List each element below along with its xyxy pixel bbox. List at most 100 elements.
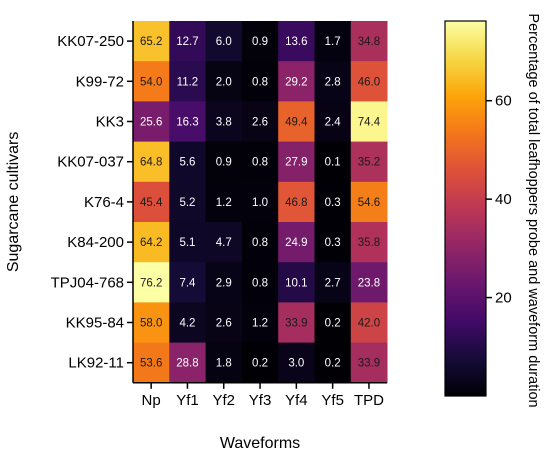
heatmap-cell bbox=[133, 222, 170, 263]
cell-value-label: 46.0 bbox=[358, 76, 380, 88]
y-tick-label: KK07-037 bbox=[57, 154, 124, 171]
heatmap-cell bbox=[169, 342, 206, 384]
heatmap-cell bbox=[314, 181, 352, 223]
cell-value-label: 2.9 bbox=[216, 277, 232, 289]
x-tick-label: Np bbox=[142, 392, 161, 409]
cell-value-label: 11.2 bbox=[177, 76, 199, 88]
heatmap-cell bbox=[350, 61, 388, 102]
cell-value-label: 49.4 bbox=[285, 117, 308, 129]
cell-value-label: 3.0 bbox=[288, 358, 304, 370]
cell-value-label: 46.8 bbox=[285, 197, 307, 209]
heatmap-cell bbox=[133, 342, 170, 384]
cell-value-label: 5.6 bbox=[179, 157, 195, 169]
axes: KK07-250 K99-72 KK3 KK07-037 K76-4 K84-200 TPJ… bbox=[51, 21, 388, 409]
colorbar-tick-label: 40 bbox=[495, 191, 512, 208]
cell-value-label: 2.4 bbox=[325, 117, 342, 129]
cell-value-label: 0.8 bbox=[252, 76, 268, 88]
heatmap-cell bbox=[169, 181, 206, 223]
heatmap-cell bbox=[314, 262, 352, 303]
heatmap-cell bbox=[205, 222, 243, 263]
cell-value-label: 4.2 bbox=[179, 318, 195, 330]
heatmap-cell bbox=[169, 262, 206, 303]
x-tick-label: Yf5 bbox=[321, 392, 344, 409]
heatmap-cell bbox=[205, 181, 243, 223]
heatmap-cell bbox=[133, 101, 170, 142]
heatmap-cell bbox=[169, 101, 206, 142]
heatmap-cell bbox=[133, 181, 170, 223]
x-tick-label: Yf3 bbox=[249, 392, 272, 409]
heatmap-cell bbox=[314, 101, 352, 142]
heatmap-cell bbox=[314, 342, 352, 384]
cell-value-label: 13.6 bbox=[285, 36, 307, 48]
cell-value-label: 12.7 bbox=[176, 36, 198, 48]
cell-value-label: 16.3 bbox=[176, 117, 198, 129]
colorbar-title: Percentage of total leafhoppers probe an… bbox=[525, 13, 541, 407]
cell-value-label: 1.2 bbox=[252, 318, 268, 330]
heatmap-cell bbox=[205, 262, 243, 303]
heatmap-cell bbox=[241, 21, 279, 62]
y-tick-label: KK07-250 bbox=[57, 33, 124, 50]
cell-value-label: 42.0 bbox=[358, 318, 380, 330]
heatmap-cell bbox=[205, 342, 243, 384]
cell-value-label: 64.2 bbox=[140, 237, 162, 249]
y-tick-label: K99-72 bbox=[76, 73, 124, 90]
cell-value-label: 74.4 bbox=[358, 117, 381, 129]
x-tick-label: Yf4 bbox=[285, 392, 308, 409]
x-tick-label: Yf1 bbox=[176, 392, 199, 409]
cell-value-label: 0.8 bbox=[252, 277, 268, 289]
cell-value-label: 29.2 bbox=[285, 76, 307, 88]
heatmap-cell bbox=[350, 222, 388, 263]
cell-value-label: 0.9 bbox=[216, 157, 232, 169]
cell-value-label: 64.8 bbox=[140, 157, 162, 169]
heatmap-cell bbox=[314, 61, 352, 102]
heatmap-cell bbox=[278, 181, 315, 223]
cell-value-label: 0.8 bbox=[252, 157, 268, 169]
heatmap-cell bbox=[278, 141, 315, 183]
heatmap-cell bbox=[350, 21, 388, 62]
cell-value-label: 10.1 bbox=[285, 277, 307, 289]
heatmap-cell bbox=[241, 101, 279, 142]
heatmap-cell bbox=[205, 61, 243, 102]
cell-value-label: 0.1 bbox=[325, 157, 341, 169]
heatmap-cell bbox=[278, 101, 315, 142]
cell-value-label: 27.9 bbox=[285, 157, 307, 169]
cell-value-label: 35.2 bbox=[358, 157, 380, 169]
y-tick-label: K84-200 bbox=[67, 234, 124, 251]
cell-value-label: 2.8 bbox=[325, 76, 341, 88]
cell-value-label: 2.6 bbox=[252, 117, 268, 129]
heatmap-cell bbox=[169, 61, 206, 102]
heatmap-cell bbox=[169, 222, 206, 263]
x-axis-title: Waveforms bbox=[220, 435, 300, 452]
heatmap-cell bbox=[314, 302, 352, 343]
cell-value-label: 5.1 bbox=[179, 237, 195, 249]
cell-value-label: 53.6 bbox=[140, 358, 162, 370]
heatmap-cell bbox=[241, 302, 279, 343]
heatmap-cell bbox=[241, 141, 279, 183]
heatmap-cell bbox=[169, 141, 206, 183]
cell-value-label: 23.8 bbox=[358, 277, 380, 289]
cell-value-label: 33.9 bbox=[358, 358, 380, 370]
cell-value-label: 0.3 bbox=[325, 237, 341, 249]
colorbar-gradient bbox=[444, 20, 487, 397]
heatmap-cell bbox=[350, 262, 388, 303]
cell-value-label: 24.9 bbox=[285, 237, 307, 249]
colorbar: 20 40 60 bbox=[444, 20, 512, 397]
heatmap-cell bbox=[205, 141, 243, 183]
y-tick-label: K76-4 bbox=[84, 194, 124, 211]
y-tick-label: KK3 bbox=[96, 114, 124, 131]
heatmap-cell bbox=[241, 181, 279, 223]
heatmap-cell bbox=[350, 101, 388, 142]
cell-value-label: 7.4 bbox=[179, 277, 196, 289]
heatmap-cell bbox=[314, 21, 352, 62]
heatmap-cell bbox=[133, 21, 170, 62]
cell-value-label: 35.8 bbox=[358, 237, 380, 249]
cell-value-label: 34.8 bbox=[358, 36, 380, 48]
cell-value-label: 2.7 bbox=[325, 277, 341, 289]
cell-value-label: 0.2 bbox=[325, 318, 341, 330]
heatmap-cell bbox=[278, 262, 315, 303]
cell-value-label: 54.6 bbox=[358, 197, 380, 209]
heatmap-cell bbox=[133, 61, 170, 102]
heatmap-cell bbox=[241, 222, 279, 263]
